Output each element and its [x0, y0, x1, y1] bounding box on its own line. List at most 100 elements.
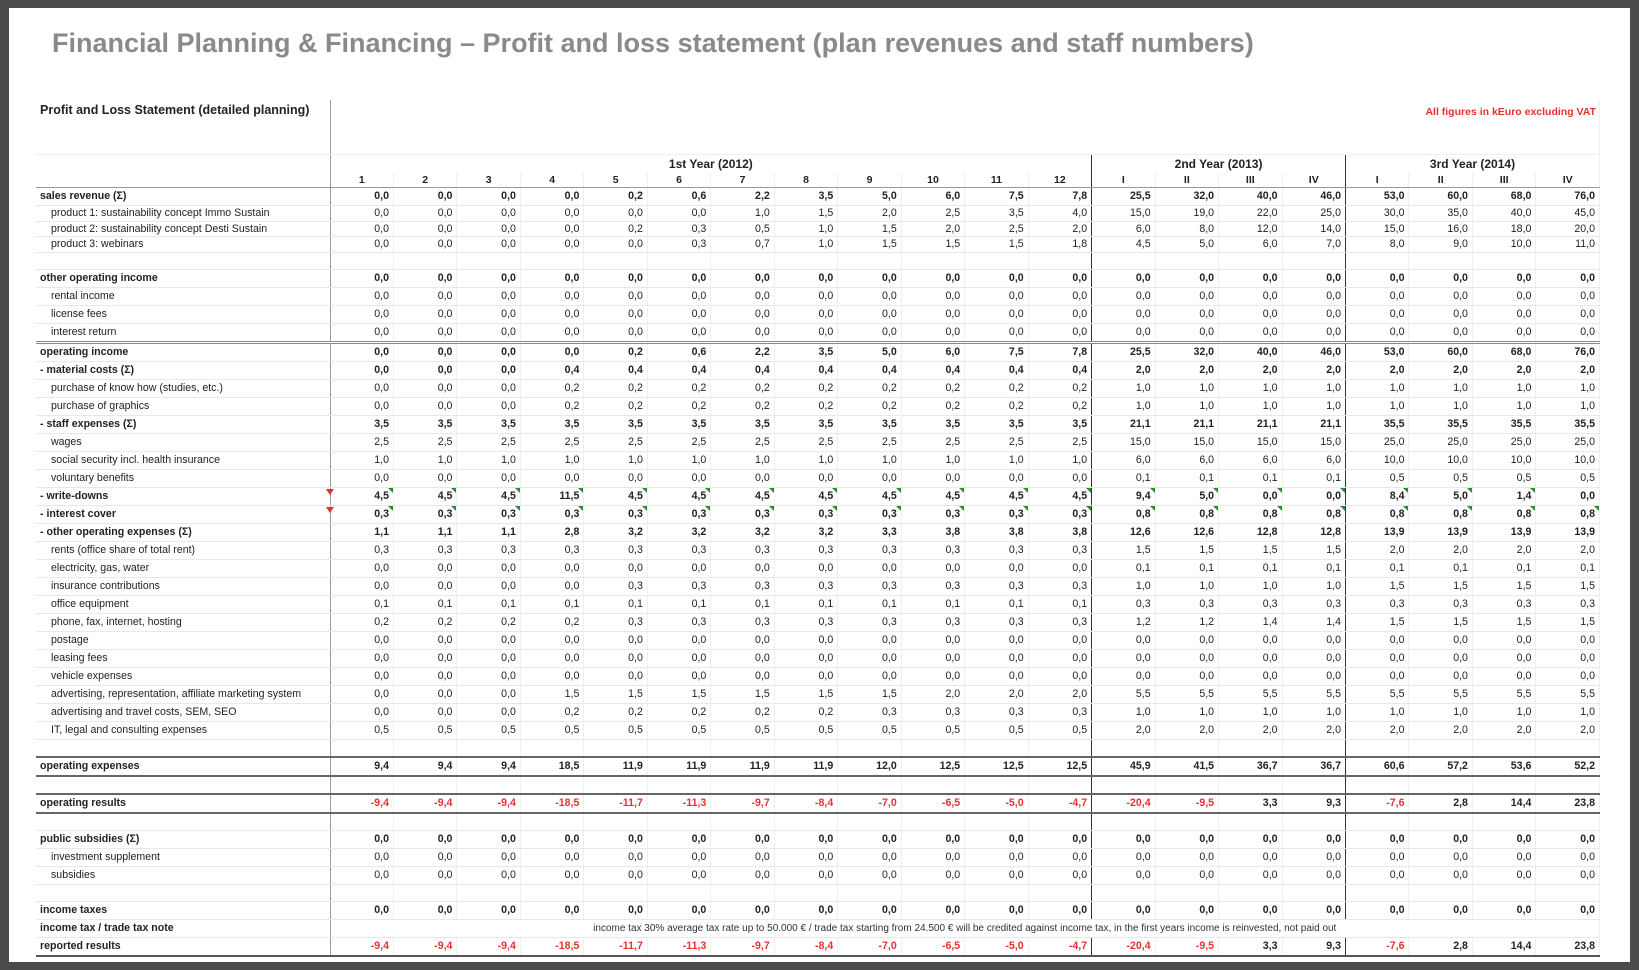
value-cell[interactable]: 6,0	[1218, 236, 1283, 253]
value-cell[interactable]: 2,0	[901, 221, 966, 237]
value-cell[interactable]	[330, 252, 394, 270]
value-cell[interactable]: 32,0	[1155, 187, 1220, 206]
period-header[interactable]: 8	[774, 173, 839, 188]
value-cell[interactable]: 0,0	[964, 866, 1029, 885]
value-cell[interactable]: 0,1	[1155, 469, 1220, 488]
value-cell[interactable]: 5,0	[837, 340, 902, 362]
value-cell[interactable]: 0,5	[520, 721, 585, 740]
value-cell[interactable]: 5,0	[1408, 487, 1473, 506]
row-label[interactable]: leasing fees	[36, 649, 331, 668]
value-cell[interactable]: 0,2	[520, 379, 585, 398]
value-cell[interactable]: 0,0	[330, 205, 394, 222]
value-cell[interactable]: 3,5	[774, 415, 839, 434]
value-cell[interactable]: 36,7	[1218, 755, 1283, 777]
value-cell[interactable]: 0,3	[774, 577, 839, 596]
value-cell[interactable]: 0,0	[583, 901, 648, 920]
value-cell[interactable]: 1,0	[774, 236, 839, 253]
value-cell[interactable]: 5,5	[1282, 685, 1347, 704]
value-cell[interactable]: 0,0	[1535, 269, 1600, 288]
value-cell[interactable]: 0,3	[1535, 595, 1600, 614]
value-cell[interactable]: 1,0	[456, 451, 521, 470]
value-cell[interactable]: 0,3	[393, 541, 458, 560]
value-cell[interactable]	[456, 884, 521, 902]
value-cell[interactable]	[837, 884, 902, 902]
value-cell[interactable]: 10,0	[1408, 451, 1473, 470]
value-cell[interactable]: 1,1	[456, 523, 521, 542]
value-cell[interactable]: 60,0	[1408, 340, 1473, 362]
value-cell[interactable]: 60,0	[1408, 187, 1473, 206]
value-cell[interactable]: 23,8	[1535, 792, 1600, 814]
value-cell[interactable]: 0,0	[710, 323, 775, 343]
value-cell[interactable]: 35,5	[1472, 415, 1537, 434]
value-cell[interactable]: 1,5	[647, 685, 712, 704]
value-cell[interactable]: 0,0	[647, 901, 712, 920]
value-cell[interactable]: 0,0	[456, 287, 521, 306]
value-cell[interactable]: 0,0	[1218, 649, 1283, 668]
value-cell[interactable]: 60,6	[1345, 755, 1410, 777]
value-cell[interactable]: 18,0	[1472, 221, 1537, 237]
row-label[interactable]: other operating income	[36, 269, 331, 288]
value-cell[interactable]: 0,0	[774, 649, 839, 668]
value-cell[interactable]: 12,8	[1282, 523, 1347, 542]
value-cell[interactable]: 1,5	[1408, 613, 1473, 632]
value-cell[interactable]: 0,0	[393, 187, 458, 206]
value-cell[interactable]: 0,2	[520, 613, 585, 632]
value-cell[interactable]: 0,2	[583, 379, 648, 398]
value-cell[interactable]: 0,0	[520, 469, 585, 488]
value-cell[interactable]: 12,0	[837, 755, 902, 777]
value-cell[interactable]: 1,0	[964, 451, 1029, 470]
value-cell[interactable]: 0,3	[583, 505, 648, 524]
value-cell[interactable]: 1,5	[1345, 613, 1410, 632]
value-cell[interactable]: 0,3	[1218, 595, 1283, 614]
value-cell[interactable]: 9,4	[456, 755, 521, 777]
value-cell[interactable]	[710, 739, 775, 757]
value-cell[interactable]: 0,0	[583, 305, 648, 324]
value-cell[interactable]: 0,0	[774, 667, 839, 686]
value-cell[interactable]: 0,0	[1028, 901, 1093, 920]
value-cell[interactable]: 1,5	[1535, 613, 1600, 632]
value-cell[interactable]: 0,0	[520, 649, 585, 668]
period-header[interactable]: 1	[330, 173, 394, 188]
value-cell[interactable]: 46,0	[1282, 340, 1347, 362]
value-cell[interactable]	[1282, 252, 1347, 270]
value-cell[interactable]	[647, 252, 712, 270]
period-header[interactable]: III	[1218, 173, 1283, 188]
value-cell[interactable]: 0,0	[1535, 487, 1600, 506]
value-cell[interactable]: 0,0	[1028, 269, 1093, 288]
value-cell[interactable]: 0,0	[1218, 866, 1283, 885]
period-header[interactable]: 5	[583, 173, 648, 188]
value-cell[interactable]: 0,3	[837, 613, 902, 632]
value-cell[interactable]: 0,0	[456, 631, 521, 650]
value-cell[interactable]: -11,3	[647, 792, 712, 814]
value-cell[interactable]: 57,2	[1408, 755, 1473, 777]
value-cell[interactable]: 53,0	[1345, 187, 1410, 206]
value-cell[interactable]: 0,0	[1535, 667, 1600, 686]
value-cell[interactable]	[1028, 812, 1093, 831]
value-cell[interactable]: 0,0	[837, 631, 902, 650]
value-cell[interactable]: 2,5	[330, 433, 394, 452]
value-cell[interactable]: 2,0	[1472, 721, 1537, 740]
value-cell[interactable]: -9,5	[1155, 936, 1220, 957]
value-cell[interactable]: 4,5	[964, 487, 1029, 506]
value-cell[interactable]: 3,5	[1028, 415, 1093, 434]
row-label[interactable]	[36, 812, 331, 831]
value-cell[interactable]: 0,2	[710, 379, 775, 398]
value-cell[interactable]: 0,0	[456, 649, 521, 668]
value-cell[interactable]: 13,9	[1408, 523, 1473, 542]
value-cell[interactable]: 1,0	[520, 451, 585, 470]
row-label[interactable]: - other operating expenses (Σ)	[36, 523, 331, 542]
value-cell[interactable]: 0,0	[520, 187, 585, 206]
value-cell[interactable]: 3,2	[774, 523, 839, 542]
value-cell[interactable]: 3,5	[583, 415, 648, 434]
value-cell[interactable]: 0,0	[1535, 287, 1600, 306]
value-cell[interactable]: 0,0	[710, 305, 775, 324]
value-cell[interactable]: 0,0	[901, 667, 966, 686]
value-cell[interactable]: 2,0	[1282, 361, 1347, 380]
value-cell[interactable]: 3,8	[901, 523, 966, 542]
value-cell[interactable]: 11,0	[1535, 236, 1600, 253]
value-cell[interactable]: 0,0	[1535, 866, 1600, 885]
value-cell[interactable]	[1535, 252, 1600, 270]
value-cell[interactable]: 0,5	[710, 721, 775, 740]
value-cell[interactable]: 0,0	[964, 667, 1029, 686]
value-cell[interactable]: 0,0	[583, 205, 648, 222]
